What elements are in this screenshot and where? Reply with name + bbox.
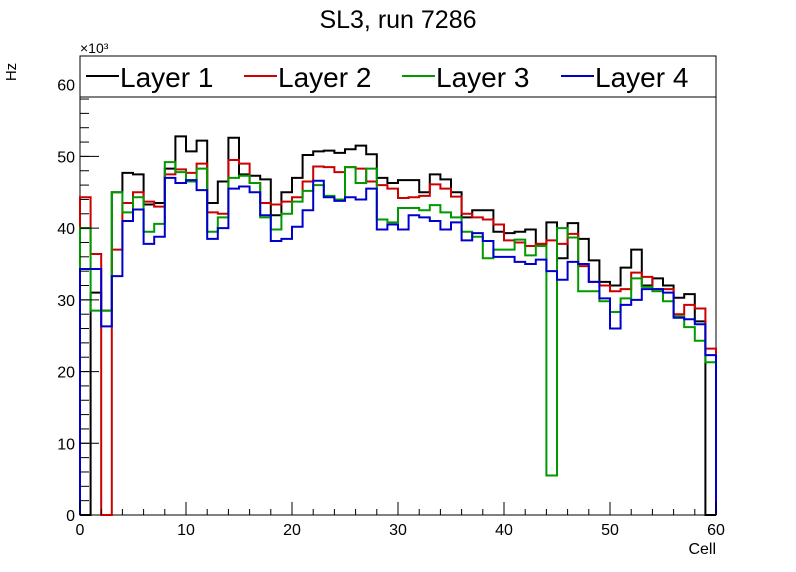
legend-label: Layer 2 xyxy=(278,62,371,93)
x-tick-label: 10 xyxy=(177,522,195,539)
series-line-layer-2 xyxy=(79,158,717,516)
x-tick-label: 0 xyxy=(76,522,85,539)
y-tick-label: 20 xyxy=(57,365,75,382)
series-line-layer-3 xyxy=(79,161,717,515)
legend-box xyxy=(79,55,717,98)
legend-label: Layer 3 xyxy=(436,62,529,93)
axes: 0 10 20 30 40 50 60 0 10 20 30 40 50 60 xyxy=(57,55,725,539)
y-tick-label: 60 xyxy=(57,78,75,95)
series-line-layer-1 xyxy=(80,135,716,516)
series-line-layer-4 xyxy=(79,176,717,515)
y-tick-label: 40 xyxy=(57,221,75,238)
x-tick-label: 60 xyxy=(707,522,725,539)
y-tick-label: 10 xyxy=(57,436,75,453)
legend: Layer 1 Layer 2 Layer 3 Layer 4 xyxy=(79,55,717,98)
x-axis-label: Cell xyxy=(688,541,716,558)
x-tick-label: 20 xyxy=(283,522,301,539)
x-tick-label: 50 xyxy=(601,522,619,539)
plot-series xyxy=(79,135,717,516)
y-tick-label: 0 xyxy=(66,508,75,525)
legend-label: Layer 4 xyxy=(595,62,688,93)
legend-label: Layer 1 xyxy=(120,62,213,93)
y-axis-label: Hz xyxy=(3,63,20,81)
chart-title: SL3, run 7286 xyxy=(319,6,476,34)
y-multiplier: ×10³ xyxy=(80,40,109,56)
x-tick-label: 40 xyxy=(495,522,513,539)
y-tick-label: 30 xyxy=(57,293,75,310)
x-tick-label: 30 xyxy=(389,522,407,539)
y-tick-label: 50 xyxy=(57,149,75,166)
